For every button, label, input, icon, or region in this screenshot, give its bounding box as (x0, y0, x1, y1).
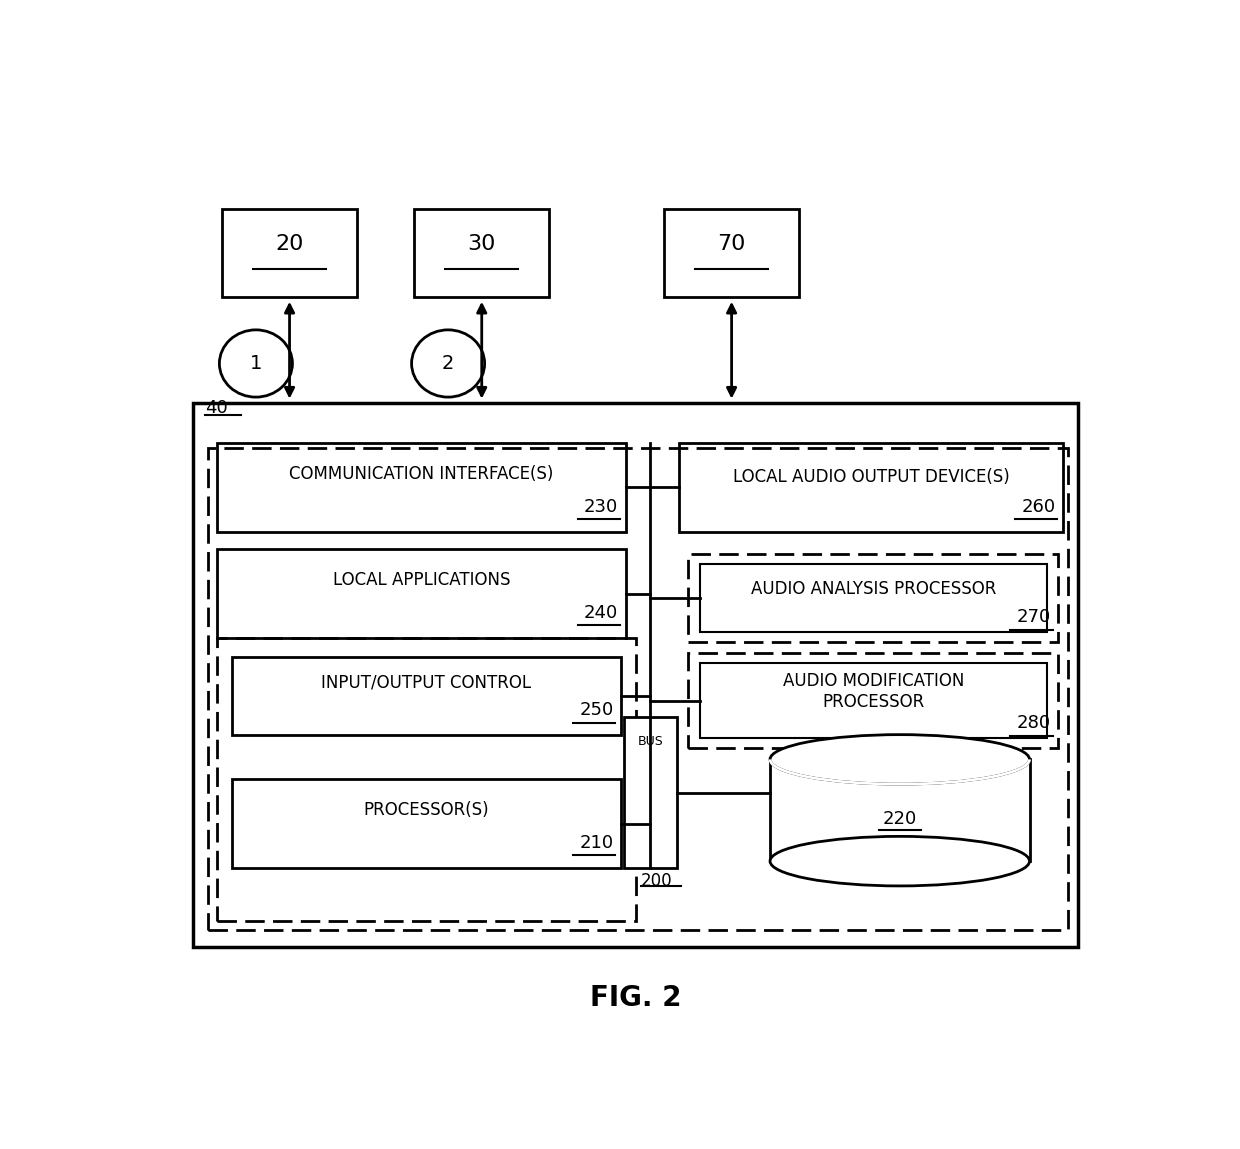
Text: 20: 20 (275, 234, 304, 254)
Bar (208, 447, 1068, 930)
Bar (624, 717, 677, 867)
Text: 30: 30 (467, 234, 496, 254)
Text: 70: 70 (718, 234, 745, 254)
Text: 250: 250 (579, 701, 614, 719)
Text: 280: 280 (1017, 715, 1050, 732)
Text: BUS: BUS (637, 735, 663, 748)
Text: AUDIO MODIFICATION
PROCESSOR: AUDIO MODIFICATION PROCESSOR (782, 672, 963, 711)
Bar (770, 759, 1029, 861)
Text: 260: 260 (1022, 498, 1055, 516)
Text: FIG. 2: FIG. 2 (590, 984, 681, 1012)
Text: COMMUNICATION INTERFACE(S): COMMUNICATION INTERFACE(S) (289, 465, 554, 483)
Bar (232, 779, 621, 867)
Bar (699, 663, 1047, 738)
Bar (678, 444, 1063, 532)
Text: LOCAL AUDIO OUTPUT DEVICE(S): LOCAL AUDIO OUTPUT DEVICE(S) (733, 468, 1009, 486)
Ellipse shape (770, 734, 1029, 784)
Bar (414, 209, 549, 298)
Bar (688, 554, 1059, 642)
Bar (217, 549, 626, 638)
Text: 240: 240 (584, 604, 619, 622)
Circle shape (219, 330, 293, 398)
Bar (217, 444, 626, 532)
Text: 200: 200 (641, 872, 672, 890)
Text: 230: 230 (584, 498, 619, 516)
Ellipse shape (770, 836, 1029, 886)
Text: LOCAL APPLICATIONS: LOCAL APPLICATIONS (332, 571, 511, 589)
Text: 220: 220 (883, 810, 916, 828)
Bar (193, 403, 1078, 948)
Text: 270: 270 (1017, 608, 1050, 626)
Circle shape (412, 330, 485, 398)
Bar (222, 209, 357, 298)
Text: 1: 1 (249, 354, 262, 373)
Bar (665, 209, 799, 298)
Text: INPUT/OUTPUT CONTROL: INPUT/OUTPUT CONTROL (321, 673, 532, 692)
Bar (217, 638, 635, 920)
Bar (688, 653, 1059, 748)
Text: 2: 2 (441, 354, 454, 373)
Bar (699, 564, 1047, 632)
Text: AUDIO ANALYSIS PROCESSOR: AUDIO ANALYSIS PROCESSOR (750, 580, 996, 599)
Text: PROCESSOR(S): PROCESSOR(S) (363, 801, 490, 819)
Text: 210: 210 (579, 834, 614, 851)
Text: 40: 40 (205, 399, 228, 417)
Bar (232, 657, 621, 735)
